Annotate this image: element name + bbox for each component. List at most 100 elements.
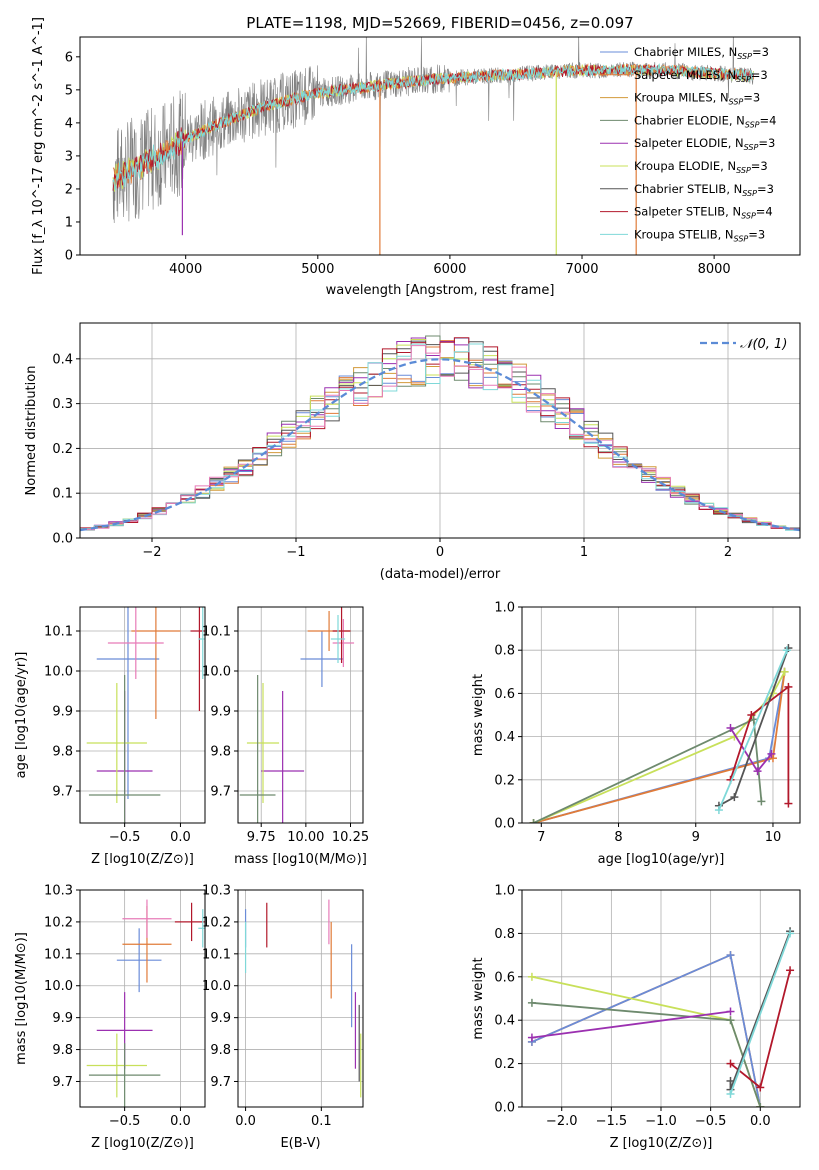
histogram-series	[80, 339, 800, 538]
legend-subscript: SSP	[745, 120, 760, 129]
x-tick-label: 0.1	[311, 1114, 332, 1129]
y-tick-label: 0.1	[52, 487, 73, 502]
y-tick-label: 3	[65, 149, 73, 164]
mass-weight-vs-age-panel: 7 8 9 10 0.0 0.2 0.4 0.6 0.8 1.0 age [log10(age/yr…	[471, 601, 801, 867]
axes-frame	[237, 889, 364, 1108]
y-tick-label: 9.9	[210, 1011, 231, 1026]
axes-frame	[237, 606, 364, 824]
x-tick-label: 9.75	[247, 830, 276, 845]
x-tick-label: 0.0	[170, 830, 191, 845]
y-tick-label: 10.0	[202, 979, 231, 994]
legend-entry: Salpeter STELIB, NSSP=4	[634, 205, 773, 221]
y-tick-label: 0.3	[52, 397, 73, 412]
x-tick-label: 10	[765, 830, 782, 845]
x-tick-label: 5000	[301, 262, 334, 277]
x-tick-label: −0.5	[695, 1114, 727, 1129]
legend-subscript: SSP	[729, 98, 744, 107]
legend-subscript: SSP	[736, 75, 751, 84]
plot-area	[239, 607, 355, 823]
histogram-series	[80, 337, 800, 538]
y-axis-label: mass [log10(M/M⊙)]	[14, 932, 29, 1065]
x-tick-label: 4000	[169, 262, 202, 277]
y-tick-label: 9.9	[210, 705, 231, 720]
mass-weight-vs-metallicity-panel: −2.0 −1.5 −1.0 −0.5 0.0 0.0 0.2 0.4 0.6 0.8 1.0 Z […	[471, 884, 801, 1151]
y-tick-label: 10.0	[44, 979, 73, 994]
legend-entry: Salpeter ELODIE, NSSP=3	[634, 136, 775, 152]
x-tick-label: −1.0	[645, 1114, 677, 1129]
y-axis-label: Flux [f_λ 10^-17 erg cm^-2 s^-1 A^-1]	[31, 17, 46, 275]
age-vs-mass-panel: 9.75 10.00 10.25 9.7 9.8 9.9 10.0 10.1 mass [log…	[202, 606, 369, 867]
y-tick-label: 9.9	[52, 705, 73, 720]
weight-line	[531, 1010, 731, 1039]
y-axis-label: Normed distribution	[24, 366, 39, 496]
histogram-series	[80, 337, 800, 538]
x-tick-label: −0.5	[109, 830, 141, 845]
y-axis-label: age [log10(age/yr)]	[14, 652, 29, 779]
model-spectrum-salpeter_stelib	[112, 63, 754, 191]
y-tick-label: 0.2	[52, 442, 73, 457]
y-tick-label: 4	[65, 116, 73, 131]
y-tick-label: 9.7	[210, 1075, 231, 1090]
y-tick-label: 10.2	[202, 915, 231, 930]
histogram-series	[80, 337, 800, 538]
x-tick-label: 0.0	[750, 1114, 771, 1129]
y-tick-label: 1.0	[494, 884, 515, 899]
x-axis-label: mass [log10(M/M⊙)]	[234, 852, 367, 867]
weight-line	[531, 975, 762, 1107]
plot-area	[529, 644, 793, 823]
x-tick-label: 6000	[433, 262, 466, 277]
y-tick-label: 0.6	[494, 687, 515, 702]
x-tick-label: 9	[692, 830, 700, 845]
legend-count: =3	[748, 227, 765, 241]
x-axis-label: Z [log10(Z/Z⊙)]	[91, 852, 194, 867]
x-tick-label: 1	[580, 545, 588, 560]
y-tick-label: 0	[65, 249, 73, 264]
x-tick-label: −0.5	[109, 1114, 141, 1129]
y-tick-label: 9.7	[52, 1075, 73, 1090]
axes-frame	[79, 36, 801, 256]
y-tick-label: 9.7	[52, 785, 73, 800]
legend-entry: Kroupa ELODIE, NSSP=3	[634, 159, 768, 175]
plot-area	[80, 335, 800, 538]
weight-line	[718, 649, 788, 811]
y-axis-label: mass weight	[471, 674, 486, 756]
y-tick-label: 9.8	[210, 745, 231, 760]
plot-area	[244, 899, 362, 1098]
y-tick-label: 9.8	[52, 745, 73, 760]
spectrum-panel: 4000 5000 6000 7000 8000 0 1 2 3 4 5 6 wavelength [A…	[31, 17, 801, 298]
y-tick-label: 0.4	[52, 352, 73, 367]
x-tick-label: 10.25	[332, 830, 369, 845]
model-spectrum-kroupa_stelib	[112, 63, 754, 191]
legend-subscript: SSP	[744, 143, 759, 152]
y-tick-label: 0.0	[494, 817, 515, 832]
histogram-series	[80, 340, 800, 538]
y-tick-label: 10.2	[44, 915, 73, 930]
legend-entry: Chabrier STELIB, NSSP=3	[634, 182, 774, 198]
x-tick-label: −1	[286, 545, 305, 560]
y-tick-label: 2	[65, 182, 73, 197]
y-axis-label: mass weight	[471, 957, 486, 1039]
legend-count: =3	[752, 45, 769, 59]
legend-entry: Kroupa MILES, NSSP=3	[634, 91, 760, 107]
y-tick-label: 9.8	[210, 1043, 231, 1058]
y-tick-label: 9.9	[52, 1011, 73, 1026]
histogram-series	[80, 357, 800, 538]
legend-count: =3	[757, 182, 774, 196]
y-tick-label: 0.8	[494, 644, 515, 659]
legend-count: =4	[760, 113, 777, 127]
plot-area	[112, 37, 754, 255]
normal-curve	[80, 358, 800, 532]
legend-count: =3	[751, 68, 768, 82]
y-tick-label: 10.3	[44, 884, 73, 899]
x-axis-label: (data-model)/error	[380, 567, 501, 582]
legend-subscript: SSP	[736, 166, 751, 175]
histogram-series	[80, 335, 800, 538]
x-axis-label: wavelength [Angstrom, rest frame]	[326, 283, 555, 298]
weight-line	[531, 953, 762, 1107]
y-tick-label: 10.3	[202, 884, 231, 899]
x-tick-label: 2	[724, 545, 732, 560]
plot-area	[527, 927, 795, 1107]
legend-entry: 𝒩(0, 1)	[740, 337, 787, 352]
figure-title: PLATE=1198, MJD=52669, FIBERID=0456, z=0…	[246, 14, 633, 32]
